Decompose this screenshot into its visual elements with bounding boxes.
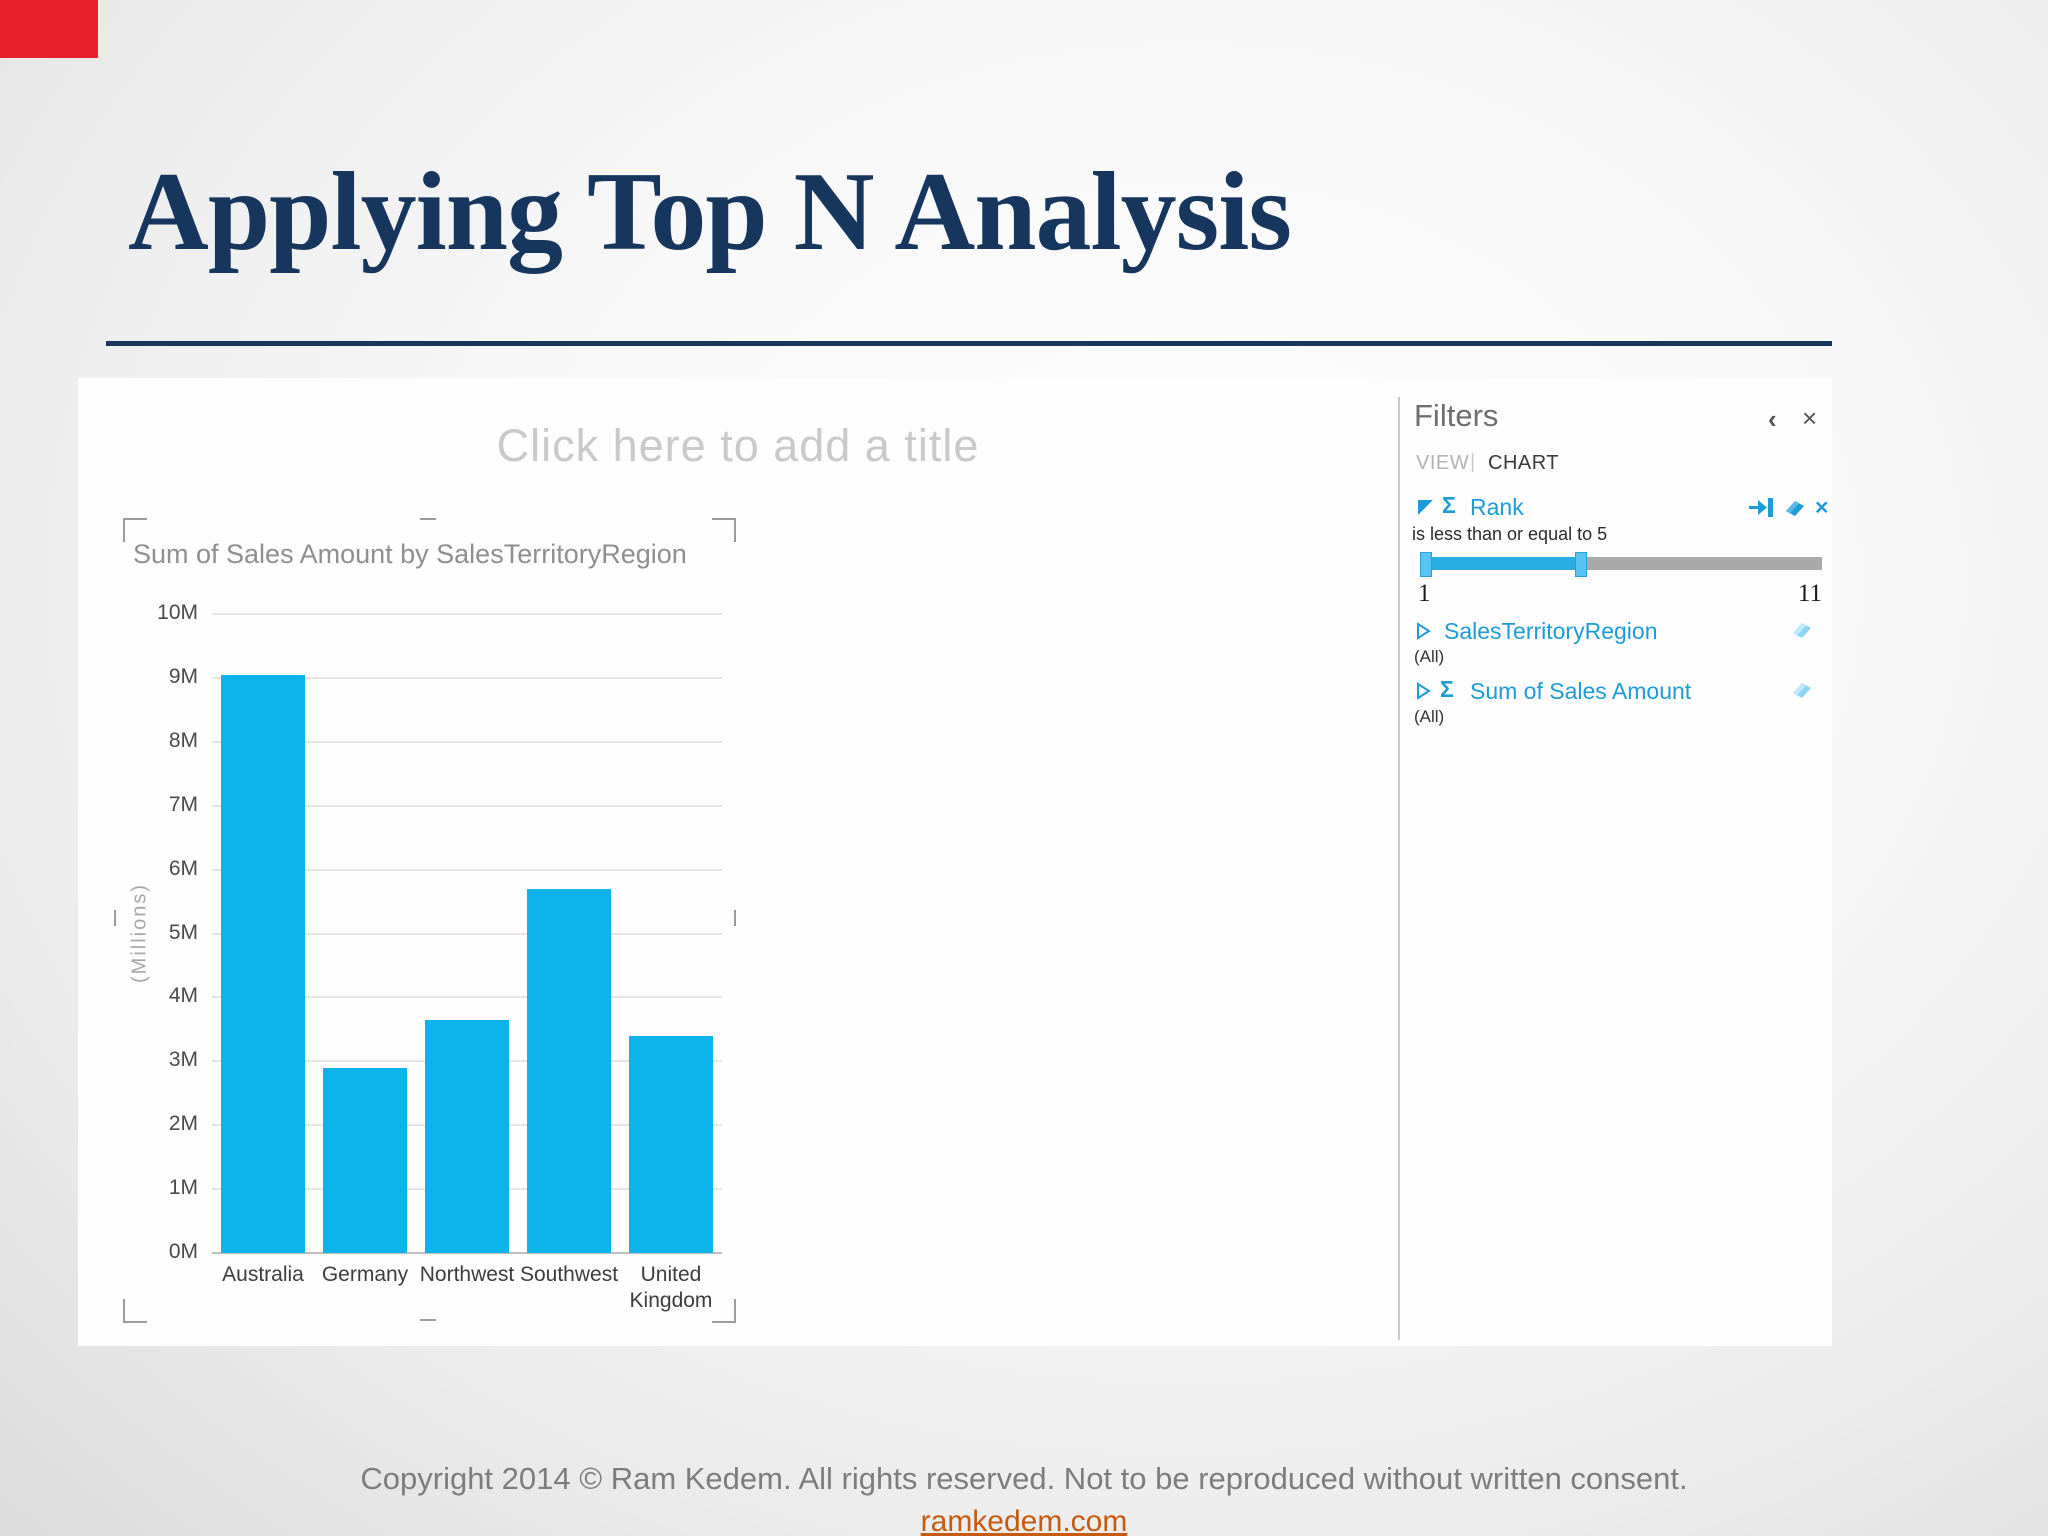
title-underline: [106, 341, 1832, 346]
tab-view[interactable]: VIEW: [1416, 452, 1470, 474]
filter-field-salesterritoryregion[interactable]: SalesTerritoryRegion (All): [1412, 616, 1822, 674]
filters-close-icon[interactable]: ×: [1802, 403, 1818, 433]
x-label-southwest: Southwest: [519, 1263, 619, 1286]
bar-southwest[interactable]: [527, 888, 611, 1253]
slider-handle-max[interactable]: [1575, 552, 1588, 577]
selection-handle-top-right[interactable]: [712, 518, 736, 542]
y-tick-label-8M: 8M: [168, 728, 198, 752]
gridline-10M: [212, 613, 722, 615]
bar-united-kingdom[interactable]: [629, 1035, 713, 1253]
y-tick-label-2M: 2M: [168, 1112, 198, 1136]
slider-fill: [1421, 557, 1582, 570]
x-label-germany: Germany: [321, 1263, 409, 1286]
chart-title: Sum of Sales Amount by SalesTerritoryReg…: [133, 539, 687, 569]
slider-max-label: 11: [1797, 580, 1822, 607]
x-label-australia: Australia: [222, 1263, 304, 1286]
bar-australia[interactable]: [221, 674, 305, 1253]
sigma-icon: Σ: [1442, 492, 1456, 518]
rank-range-slider[interactable]: [1420, 552, 1822, 577]
gridline-6M: [212, 868, 722, 871]
y-tick-label-4M: 4M: [168, 984, 198, 1008]
gridline-4M: [212, 996, 722, 999]
slider-min-label: 1: [1418, 580, 1431, 607]
gridline-7M: [212, 804, 722, 807]
gridline-0M: [212, 1252, 722, 1254]
eraser-icon[interactable]: [1790, 678, 1814, 701]
field-value: (All): [1414, 707, 1445, 726]
footer-link: ramkedem.com: [0, 1505, 2048, 1536]
filter-field-sum-of-sales-amount[interactable]: Σ Sum of Sales Amount (All): [1412, 676, 1822, 734]
selection-handle-top-left[interactable]: [123, 518, 147, 542]
expand-collapsed-icon[interactable]: [1416, 622, 1432, 640]
delete-filter-icon[interactable]: ×: [1815, 494, 1829, 520]
x-label-united-kingdom: United Kingdom: [629, 1263, 713, 1312]
gridline-9M: [212, 676, 722, 679]
field-value: (All): [1414, 647, 1445, 666]
selection-handle-bottom-middle[interactable]: [420, 1319, 436, 1321]
eraser-icon[interactable]: [1783, 496, 1807, 519]
ramkedem-link[interactable]: ramkedem.com: [920, 1505, 1128, 1536]
selection-handle-middle-right[interactable]: [734, 910, 736, 926]
sigma-icon: Σ: [1440, 676, 1454, 702]
gridline-5M: [212, 932, 722, 935]
selection-handle-top-middle[interactable]: [420, 518, 436, 520]
gridline-8M: [212, 740, 722, 743]
rank-filter-condition: is less than or equal to 5: [1412, 524, 1608, 544]
bar-germany[interactable]: [323, 1067, 407, 1253]
chart-plot-area: [212, 613, 722, 1254]
tab-chart[interactable]: CHART: [1488, 452, 1560, 474]
y-tick-label-7M: 7M: [168, 792, 198, 816]
rank-filter-label[interactable]: Rank: [1470, 494, 1524, 520]
selection-handle-bottom-left[interactable]: [123, 1299, 147, 1323]
field-label[interactable]: SalesTerritoryRegion: [1444, 618, 1658, 644]
y-tick-label-9M: 9M: [168, 664, 198, 688]
slide-title: Applying Top N Analysis: [128, 150, 1292, 274]
y-tick-label-1M: 1M: [168, 1176, 198, 1200]
tab-separator: |: [1470, 451, 1476, 473]
y-tick-label-0M: 0M: [168, 1240, 198, 1263]
recording-indicator: [0, 0, 98, 58]
field-label[interactable]: Sum of Sales Amount: [1470, 678, 1692, 704]
bar-northwest[interactable]: [425, 1019, 509, 1253]
filters-panel-title: Filters: [1414, 398, 1499, 433]
selection-handle-middle-left[interactable]: [114, 910, 116, 926]
expand-collapsed-icon[interactable]: [1416, 682, 1432, 700]
range-filter-mode-icon[interactable]: [1748, 496, 1775, 519]
selection-handle-bottom-right[interactable]: [712, 1299, 736, 1323]
filters-collapse-icon[interactable]: ‹: [1768, 404, 1777, 434]
y-tick-label-10M: 10M: [157, 601, 198, 624]
eraser-icon[interactable]: [1790, 618, 1814, 641]
y-tick-label-6M: 6M: [168, 856, 198, 880]
slider-handle-min[interactable]: [1420, 552, 1432, 577]
copyright-text: Copyright 2014 © Ram Kedem. All rights r…: [360, 1461, 1688, 1496]
y-tick-label-3M: 3M: [168, 1048, 198, 1072]
report-title-placeholder[interactable]: Click here to add a title: [496, 420, 980, 471]
filters-panel-divider: [1398, 397, 1400, 1340]
y-tick-label-5M: 5M: [168, 920, 198, 944]
x-label-northwest: Northwest: [419, 1263, 515, 1286]
